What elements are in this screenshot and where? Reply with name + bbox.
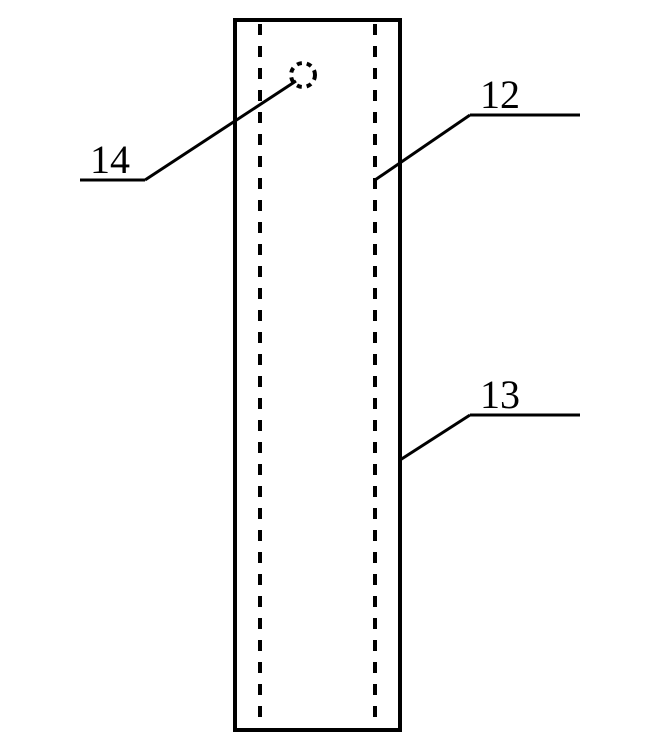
technical-diagram: 14 12 13 [0,0,668,749]
label-12-leader [375,115,470,180]
label-13-leader [400,415,470,460]
label-14: 14 [90,137,130,182]
callout-labels: 14 12 13 [80,72,580,460]
label-14-leader [145,81,296,180]
label-12: 12 [480,72,520,117]
label-13: 13 [480,372,520,417]
